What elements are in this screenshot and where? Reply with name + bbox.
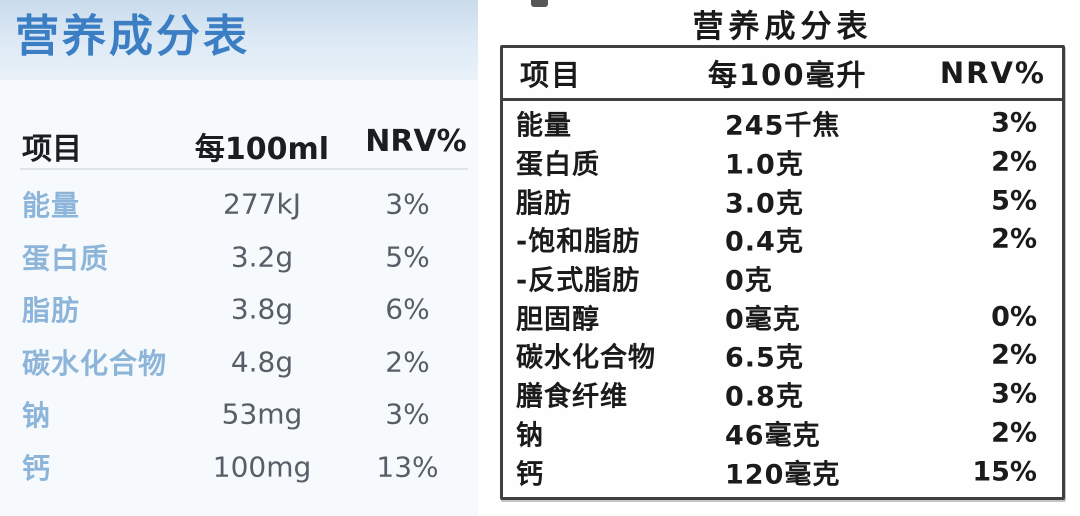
nutrient-name: 蛋白质 <box>516 149 600 181</box>
nutrient-name: -饱和脂肪 <box>516 226 641 258</box>
left-table-title: 营养成分表 <box>15 11 250 62</box>
nutrient-name: 钙 <box>22 451 52 485</box>
nutrient-amount: 0克 <box>725 265 773 297</box>
left-header-amount: 每100ml <box>194 132 330 167</box>
nutrient-name: 蛋白质 <box>22 241 110 275</box>
nutrient-name: 钠 <box>516 420 544 452</box>
table-row: 碳水化合物 6.5克 2% <box>503 336 1062 375</box>
nutrient-name: 膳食纤维 <box>516 381 628 413</box>
nutrient-name: -反式脂肪 <box>516 265 641 297</box>
nutrient-amount: 46毫克 <box>725 420 821 452</box>
nutrient-amount: 277kJ <box>223 187 301 221</box>
table-row: 能量 245千焦 3% <box>503 104 1062 143</box>
nutrient-name: 脂肪 <box>516 188 572 220</box>
table-row: 蛋白质 1.0克 2% <box>503 143 1062 182</box>
left-nutrition-panel: 营养成分表 项目 每100ml NRV% 能量 277kJ 3% 蛋白质 3.2… <box>0 0 478 516</box>
table-row: 胆固醇 0毫克 0% <box>503 297 1062 336</box>
nutrient-nrv: 3% <box>385 397 430 431</box>
table-row: 膳食纤维 0.8克 3% <box>503 375 1062 414</box>
nutrient-name: 能量 <box>22 189 81 223</box>
table-row: 钠 53mg 3% <box>0 388 478 441</box>
nutrient-amount: 3.0克 <box>725 188 804 220</box>
nutrient-nrv: 3% <box>991 107 1037 139</box>
nutrient-nrv: 3% <box>991 378 1037 410</box>
table-row: 蛋白质 3.2g 5% <box>0 231 478 284</box>
table-row: 钙 100mg 13% <box>0 441 478 494</box>
table-row: 脂肪 3.8g 6% <box>0 283 478 336</box>
nutrient-amount: 100mg <box>212 450 312 484</box>
nutrient-nrv: 2% <box>991 417 1037 449</box>
table-row: -反式脂肪 0克 <box>503 259 1062 298</box>
nutrient-name: 碳水化合物 <box>516 342 656 374</box>
nutrient-name: 能量 <box>516 110 572 142</box>
right-table-border-box: 项目 每100毫升 NRV% 能量 245千焦 3% 蛋白质 1.0克 2% <box>500 45 1065 500</box>
left-header-nrv: NRV% <box>365 124 467 159</box>
nutrient-amount: 0.4克 <box>725 226 804 258</box>
nutrient-name: 碳水化合物 <box>22 346 168 380</box>
nutrient-amount: 0毫克 <box>725 304 801 336</box>
left-panel-header-band: 营养成分表 <box>0 0 478 80</box>
nutrient-nrv: 15% <box>972 456 1037 488</box>
right-table-rows: 能量 245千焦 3% 蛋白质 1.0克 2% 脂肪 3.0克 5% <box>503 101 1062 491</box>
right-table-header-row: 项目 每100毫升 NRV% <box>503 48 1062 101</box>
table-row: 碳水化合物 4.8g 2% <box>0 336 478 389</box>
nutrient-name: 脂肪 <box>22 294 81 328</box>
nutrient-amount: 120毫克 <box>725 459 841 491</box>
nutrient-amount: 3.2g <box>230 240 294 274</box>
nutrient-nrv: 0% <box>991 301 1037 333</box>
nutrient-nrv: 2% <box>991 146 1037 178</box>
nutrient-name: 胆固醇 <box>516 304 600 336</box>
nutrient-nrv: 5% <box>385 240 430 274</box>
nutrient-nrv: 2% <box>385 345 430 379</box>
nutrient-nrv: 6% <box>385 292 430 326</box>
table-row: 脂肪 3.0克 5% <box>503 181 1062 220</box>
nutrient-name: 钠 <box>22 399 52 433</box>
nutrient-nrv: 13% <box>376 450 439 484</box>
right-header-amount: 每100毫升 <box>708 58 868 92</box>
table-row: 钙 120毫克 15% <box>503 452 1062 491</box>
nutrient-nrv: 5% <box>991 185 1037 217</box>
nutrient-amount: 1.0克 <box>725 149 804 181</box>
crop-artifact-mark <box>531 0 548 7</box>
left-table-header-row: 项目 每100ml NRV% <box>0 124 478 167</box>
left-header-item: 项目 <box>22 132 82 167</box>
nutrient-amount: 245千焦 <box>725 110 841 142</box>
nutrient-nrv: 2% <box>991 339 1037 371</box>
left-header-divider <box>20 168 468 170</box>
table-row: 钠 46毫克 2% <box>503 414 1062 453</box>
table-row: 能量 277kJ 3% <box>0 178 478 231</box>
right-header-nrv: NRV% <box>939 56 1046 90</box>
nutrient-amount: 53mg <box>221 397 303 431</box>
nutrient-name: 钙 <box>516 459 544 491</box>
nutrient-amount: 4.8g <box>230 345 294 379</box>
nutrient-nrv: 2% <box>991 223 1037 255</box>
nutrient-amount: 3.8g <box>230 292 294 326</box>
right-header-item: 项目 <box>520 58 583 92</box>
nutrient-amount: 0.8克 <box>725 381 804 413</box>
table-row: -饱和脂肪 0.4克 2% <box>503 220 1062 259</box>
right-table-title: 营养成分表 <box>692 9 873 45</box>
left-table-rows: 能量 277kJ 3% 蛋白质 3.2g 5% 脂肪 3.8g 6% <box>0 178 478 493</box>
nutrient-nrv: 3% <box>385 187 430 221</box>
nutrient-amount: 6.5克 <box>725 342 804 374</box>
